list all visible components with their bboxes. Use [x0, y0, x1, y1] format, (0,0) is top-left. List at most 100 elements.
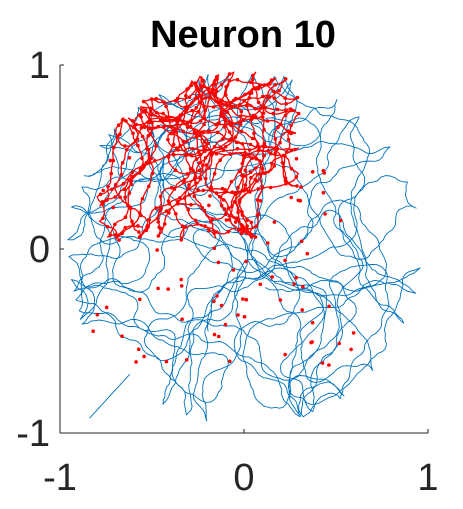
spike-point [242, 99, 246, 103]
spike-point [149, 97, 154, 101]
spike-point [240, 224, 245, 228]
spike-point [138, 167, 143, 171]
spike-point [338, 218, 343, 223]
spike-point [192, 177, 197, 181]
spike-point [261, 94, 265, 99]
spike-point [153, 159, 157, 163]
spike-point [157, 225, 161, 230]
spike-point [144, 161, 149, 165]
spike-point [166, 137, 170, 142]
spike-point [113, 233, 117, 237]
spike-point [207, 203, 211, 208]
spike-point [122, 187, 127, 191]
spike-point [194, 84, 199, 89]
spike-point [204, 163, 209, 167]
spike-point [120, 161, 125, 165]
spike-point [256, 187, 261, 191]
spike-point [156, 220, 161, 224]
spike-point [310, 170, 315, 174]
spike-point [178, 144, 182, 148]
spike-point [214, 151, 219, 156]
spike-point [120, 334, 124, 339]
spike-point [203, 108, 208, 113]
spike-point [211, 105, 216, 109]
spike-point [185, 87, 189, 91]
spike-point [184, 153, 188, 158]
spike-point [196, 109, 201, 114]
spike-point [283, 352, 288, 357]
spike-point [105, 198, 109, 202]
spike-point [175, 116, 179, 121]
spike-point [203, 96, 208, 100]
spike-point [207, 228, 211, 233]
spike-point [182, 180, 186, 185]
spike-point [243, 183, 248, 187]
spike-point [194, 135, 199, 139]
spike-point [259, 106, 263, 110]
spike-point [183, 225, 188, 229]
spike-point [187, 193, 192, 197]
spike-point [229, 136, 234, 141]
spike-point [250, 156, 254, 161]
spike-point [268, 185, 273, 190]
spike-point [202, 147, 206, 152]
spike-point [289, 195, 294, 200]
spike-point [235, 77, 240, 82]
spike-point [239, 231, 244, 236]
spike-point [220, 186, 225, 191]
spike-point [187, 186, 192, 191]
spike-point [283, 77, 288, 81]
spike-point [195, 222, 200, 226]
axes: -1 0 1 -1 0 1 [16, 45, 438, 499]
spike-point [258, 159, 262, 163]
spike-point [235, 216, 239, 220]
spike-point [194, 181, 198, 185]
spike-point [233, 135, 238, 139]
spike-point [245, 224, 249, 228]
spike-point [230, 204, 234, 209]
spike-point [188, 125, 193, 129]
spike-point [251, 73, 255, 78]
spike-point [179, 238, 184, 242]
spike-point [271, 111, 276, 116]
spike-point [182, 177, 187, 182]
spike-point [194, 105, 198, 110]
spike-point [214, 89, 219, 93]
spike-point [139, 213, 143, 218]
spike-point [239, 109, 244, 114]
spike-point [134, 360, 138, 364]
spike-point [236, 228, 241, 232]
spike-point [294, 175, 299, 179]
spike-point [108, 233, 112, 237]
spike-point [154, 144, 158, 148]
spike-point [195, 95, 200, 100]
spike-point [167, 202, 171, 206]
spike-point [242, 314, 247, 319]
spike-point [230, 190, 235, 194]
spike-point [280, 161, 285, 165]
spike-point [140, 134, 145, 139]
spike-point [208, 194, 212, 198]
spike-point [212, 82, 217, 86]
spike-point [247, 96, 252, 100]
spike-point [229, 100, 233, 105]
spike-point [262, 141, 267, 145]
spike-point [321, 190, 326, 195]
spike-point [238, 114, 243, 119]
spike-point [284, 102, 289, 106]
spike-point [229, 105, 234, 109]
spike-point [273, 137, 278, 141]
chart-title: Neuron 10 [150, 14, 336, 56]
spike-point [267, 95, 272, 100]
spike-point [228, 214, 232, 218]
spike-point [123, 225, 128, 230]
spike-point [250, 77, 255, 82]
spike-point [272, 164, 277, 168]
spike-dense-trace [96, 71, 300, 242]
spike-point [207, 166, 211, 170]
spike-point [237, 120, 242, 124]
spike-point [255, 179, 259, 183]
spike-point [169, 131, 173, 136]
spike-point [349, 347, 353, 352]
spike-point [234, 140, 239, 145]
